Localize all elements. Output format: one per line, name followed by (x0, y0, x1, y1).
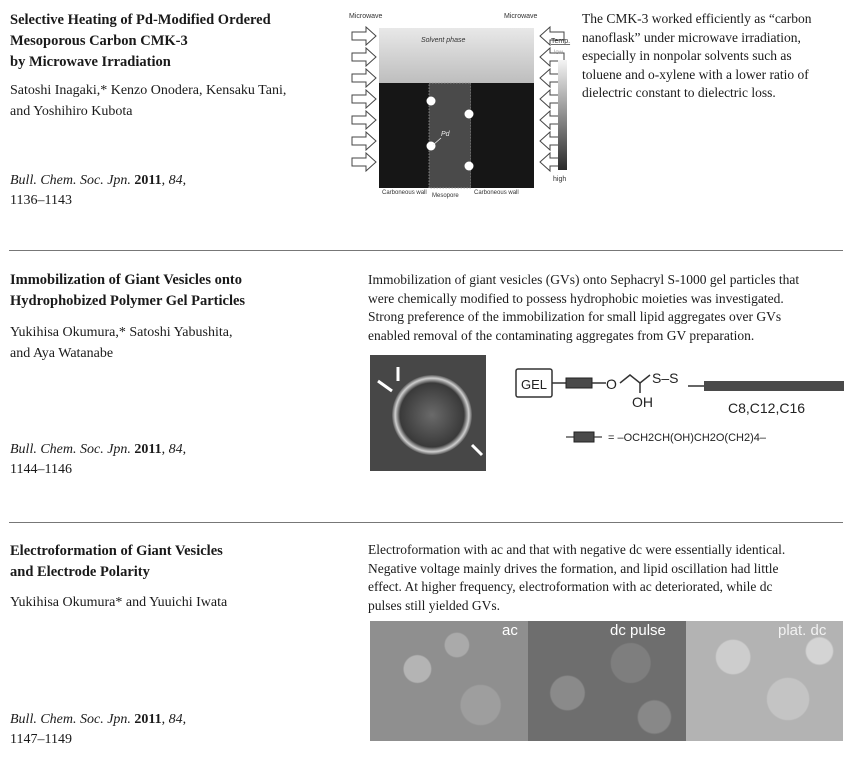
disulfide-label: S–S (652, 370, 678, 386)
article-2-title: Immobilization of Giant Vesicles onto Hy… (10, 272, 246, 309)
article-1-abstract: The CMK-3 worked efficiently as “carbon … (582, 11, 812, 100)
volume: 84 (168, 442, 183, 457)
arrow-icon (377, 379, 393, 393)
temp-low-label: low (554, 50, 564, 56)
pd-particle (426, 141, 436, 151)
temp-high-label: high (553, 176, 566, 183)
pd-particle (464, 161, 474, 171)
pages: 1136–1143 (10, 193, 72, 208)
article-3-abstract: Electroformation with ac and that with n… (368, 542, 786, 613)
microwave-arrows-left (351, 25, 377, 173)
year: 2011 (134, 712, 162, 727)
temperature-scale (558, 60, 567, 170)
linker-block (565, 377, 593, 389)
pd-pointer (432, 137, 442, 146)
mesopore-label: Mesopore (432, 193, 459, 199)
chain-length-label: C8,C12,C16 (728, 400, 805, 416)
article-2-citation: Bull. Chem. Soc. Jpn. 2011, 84, 1144–114… (10, 440, 340, 480)
panel-ac: ac (370, 621, 528, 741)
carbon-wall-left (379, 83, 429, 188)
divider (9, 522, 843, 523)
panel-label-dc-pulse: dc pulse (610, 622, 666, 639)
volume: 84 (168, 712, 183, 727)
pd-particle (464, 109, 474, 119)
panel-dc-pulse: dc pulse (528, 621, 686, 741)
carbon-wall-right-label: Carboneous wall (474, 190, 519, 196)
cmk3-microwave-figure: Microwave Microwave Solvent phase Pd (346, 8, 576, 208)
year: 2011 (134, 173, 162, 188)
microwave-label-left: Microwave (349, 13, 383, 20)
article-3-citation: Bull. Chem. Soc. Jpn. 2011, 84, 1147–114… (10, 710, 340, 750)
pd-particle (426, 96, 436, 106)
arrow-icon (470, 443, 484, 457)
article-1-citation: Bull. Chem. Soc. Jpn. 2011, 84, 1136–114… (10, 171, 340, 211)
linker-legend-block (573, 431, 595, 443)
solvent-phase-label: Solvent phase (421, 37, 465, 44)
gel-linker-structure: GEL O OH S–S C8,C12,C16 = –OCH2CH(OH)CH2… (515, 368, 844, 444)
year: 2011 (134, 442, 162, 457)
pages: 1147–1149 (10, 732, 72, 747)
pages: 1144–1146 (10, 462, 72, 477)
divider (9, 250, 843, 251)
vesicle-micrograph (370, 355, 486, 471)
article-1-title: Selective Heating of Pd-Modified Ordered… (10, 12, 271, 70)
journal-name: Bull. Chem. Soc. Jpn. (10, 173, 131, 188)
article-2-abstract: Immobilization of giant vesicles (GVs) o… (368, 272, 800, 343)
pd-label: Pd (441, 131, 451, 138)
panel-plat-dc: plat. dc (686, 621, 843, 741)
panel-label-ac: ac (502, 622, 518, 639)
carbon-wall-right (471, 83, 534, 188)
article-3-authors: Yukihisa Okumura* and Yuuichi Iwata (10, 595, 228, 610)
microwave-diagram: Microwave Microwave Solvent phase Pd (349, 13, 570, 199)
article-3-title: Electroformation of Giant Vesicles and E… (10, 543, 223, 580)
mesopore-channel (428, 82, 472, 189)
microwave-label-right: Microwave (504, 13, 538, 20)
volume: 84 (168, 173, 183, 188)
oxygen-label: O (606, 376, 617, 392)
panel-label-plat-dc: plat. dc (778, 622, 827, 639)
gel-label: GEL (521, 377, 547, 392)
electroformation-micrographs: ac dc pulse plat. dc (370, 621, 843, 741)
vesicle-photo (370, 355, 486, 471)
gel-particle (392, 375, 472, 455)
carbon-wall-left-label: Carboneous wall (382, 190, 427, 196)
article-1-authors: Satoshi Inagaki,* Kenzo Onodera, Kensaku… (10, 83, 287, 119)
article-2-authors: Yukihisa Okumura,* Satoshi Yabushita, an… (10, 325, 233, 361)
linker-formula: = –OCH2CH(OH)CH2O(CH2)4– (608, 432, 767, 444)
journal-name: Bull. Chem. Soc. Jpn. (10, 442, 131, 457)
hydroxyl-label: OH (632, 394, 653, 410)
chemical-structure: GEL O OH S–S C8,C12,C16 = –OCH2CH(OH)CH2… (512, 365, 847, 455)
temp-label: Temp. (551, 38, 570, 45)
journal-name: Bull. Chem. Soc. Jpn. (10, 712, 131, 727)
alkyl-chain-bar (704, 381, 844, 391)
